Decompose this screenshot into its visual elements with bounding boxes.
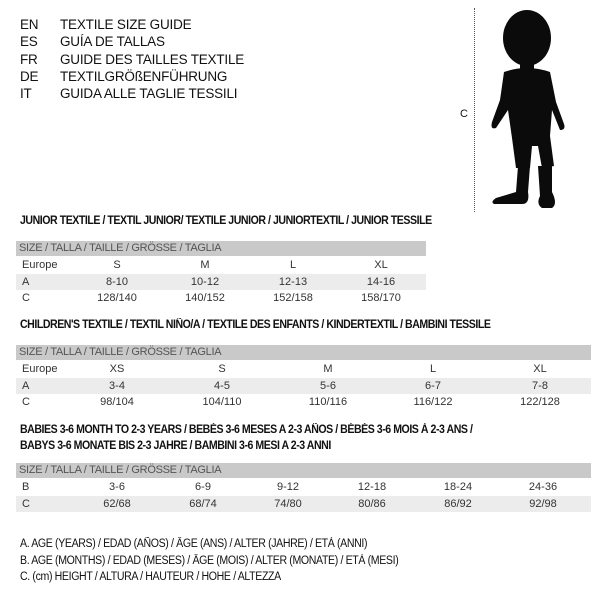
legend-line: A. AGE (YEARS) / EDAD (AÑOS) / ÂGE (ANS)… xyxy=(20,538,368,550)
language-code: IT xyxy=(20,86,32,102)
table-cell: 18-24 xyxy=(443,481,473,493)
table-cell: L xyxy=(429,363,437,375)
legend-line: B. AGE (MONTHS) / EDAD (MESES) / ÂGE (MO… xyxy=(20,554,399,567)
table-cell: 4-5 xyxy=(214,379,230,392)
table-cell: 158/170 xyxy=(361,292,401,304)
table-row: A 3-4 4-5 5-6 6-7 7-8 xyxy=(16,377,591,394)
language-code: FR xyxy=(20,51,38,67)
row-label: A xyxy=(22,379,30,392)
section-title: BABYS 3-6 MONATE BIS 2-3 JAHRE / BAMBINI… xyxy=(20,440,331,452)
language-title: GUIDE DES TAILLES TEXTILE xyxy=(60,51,245,67)
table-cell: 68/74 xyxy=(189,497,217,510)
table-cell: 7-8 xyxy=(532,379,548,392)
section-title: CHILDREN'S TEXTILE / TEXTIL NIÑO/A / TEX… xyxy=(20,319,491,331)
table-cell: L xyxy=(289,259,297,271)
row-label: A xyxy=(22,275,30,288)
section-title: BABIES 3-6 MONTH TO 2-3 YEARS / BEBÉS 3-… xyxy=(20,424,473,436)
row-label: C xyxy=(22,497,30,510)
table-row: C 98/104 104/110 110/116 116/122 122/128 xyxy=(16,394,591,410)
table-cell: 140/152 xyxy=(185,292,225,304)
table-row: A 8-10 10-12 12-13 14-16 xyxy=(16,273,426,290)
table-cell: M xyxy=(200,259,210,271)
table-row: B 3-6 6-9 9-12 12-18 18-24 24-36 xyxy=(16,479,591,495)
table-cell: 104/110 xyxy=(202,396,242,408)
table-cell: 86/92 xyxy=(444,497,472,510)
table-cell: M xyxy=(323,363,333,375)
size-header: SIZE / TALLA / TAILLE / GRÖSSE / TAGLIA xyxy=(16,241,426,256)
language-title: TEXTILE SIZE GUIDE xyxy=(60,17,192,32)
height-label: C xyxy=(460,108,468,120)
table-cell: 12-18 xyxy=(357,481,387,493)
table-cell: S xyxy=(113,259,121,271)
size-header: SIZE / TALLA / TAILLE / GRÖSSE / TAGLIA xyxy=(16,345,591,360)
language-title: GUIDA ALLE TAGLIE TESSILI xyxy=(60,86,238,102)
legend-line: C. (cm) HEIGHT / ALTURA / HAUTEUR / HÖHE… xyxy=(20,571,281,583)
table-cell: 98/104 xyxy=(100,396,134,408)
table-cell: 128/140 xyxy=(97,292,137,304)
table-row: Europe S M L XL xyxy=(16,257,426,273)
table-cell: 122/128 xyxy=(520,396,560,408)
language-code: DE xyxy=(20,68,39,84)
language-code: ES xyxy=(20,34,38,50)
table-cell: 8-10 xyxy=(105,275,129,288)
table-row: C 128/140 140/152 152/158 158/170 xyxy=(16,290,426,306)
row-label: Europe xyxy=(22,363,58,375)
table-cell: 3-6 xyxy=(109,481,125,493)
row-label: C xyxy=(22,396,30,408)
language-title: GUÍA DE TALLAS xyxy=(60,34,165,50)
table-cell: 24-36 xyxy=(528,481,558,493)
language-code: EN xyxy=(20,17,39,32)
table-cell: 12-13 xyxy=(278,275,308,288)
table-cell: 62/68 xyxy=(103,497,131,510)
table-cell: 14-16 xyxy=(366,275,396,288)
table-cell: XL xyxy=(374,259,388,271)
row-label: B xyxy=(22,481,30,493)
table-cell: XL xyxy=(533,363,547,375)
table-cell: 6-7 xyxy=(425,379,441,392)
row-label: C xyxy=(22,292,30,304)
table-cell: 80/86 xyxy=(358,497,386,510)
section-title: JUNIOR TEXTILE / TEXTIL JUNIOR/ TEXTILE … xyxy=(20,215,432,227)
table-cell: 116/122 xyxy=(413,396,453,408)
language-title: TEXTILGRÖßENFÜHRUNG xyxy=(60,68,228,84)
table-cell: 92/98 xyxy=(529,497,557,510)
table-row: C 62/68 68/74 74/80 80/86 86/92 92/98 xyxy=(16,495,591,512)
table-cell: XS xyxy=(109,363,125,375)
height-guide-line xyxy=(474,8,475,212)
table-cell: 152/158 xyxy=(273,292,313,304)
table-cell: 10-12 xyxy=(190,275,220,288)
table-cell: 6-9 xyxy=(195,481,211,493)
table-cell: 9-12 xyxy=(276,481,300,493)
table-cell: 3-4 xyxy=(109,379,125,392)
table-cell: S xyxy=(218,363,226,375)
table-row: Europe XS S M L XL xyxy=(16,361,591,377)
row-label: Europe xyxy=(22,259,58,271)
size-header: SIZE / TALLA / TAILLE / GRÖSSE / TAGLIA xyxy=(16,463,591,478)
child-silhouette-icon xyxy=(491,10,565,208)
table-cell: 74/80 xyxy=(274,497,302,510)
table-cell: 110/116 xyxy=(308,396,348,408)
table-cell: 5-6 xyxy=(320,379,336,392)
